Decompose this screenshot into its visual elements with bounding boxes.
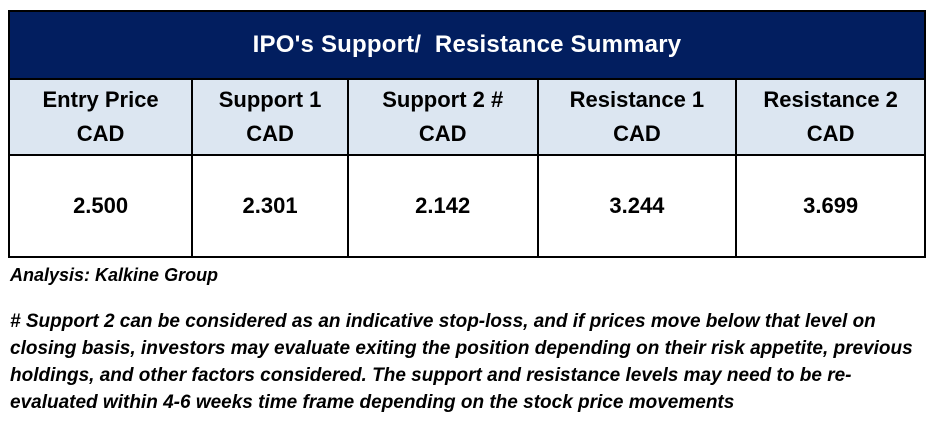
support-2-footnote: # Support 2 can be considered as an indi… (10, 308, 931, 416)
resistance-2-value: 3.699 (735, 154, 926, 258)
resistance-1-value: 3.244 (536, 154, 738, 258)
column-header-resistance-1: Resistance 1 CAD (536, 78, 738, 156)
support-resistance-table: IPO's Support/ Resistance Summary Entry … (7, 10, 926, 258)
footnote-line: closing basis, investors may evaluate ex… (10, 338, 913, 359)
table-value-row: 2.500 2.301 2.142 3.244 3.699 (7, 154, 926, 258)
column-header-unit: CAD (418, 121, 467, 146)
column-header-support-1: Support 1 CAD (191, 78, 349, 156)
support-2-value: 2.142 (346, 154, 539, 258)
column-header-label: Entry Price (42, 87, 159, 112)
column-header-label: Resistance 2 (763, 87, 898, 112)
column-header-resistance-2: Resistance 2 CAD (735, 78, 926, 156)
column-header-unit: CAD (613, 121, 661, 146)
column-header-entry-price: Entry Price CAD (7, 78, 194, 156)
footnote-line: evaluated within 4-6 weeks time frame de… (10, 392, 735, 413)
column-header-support-2: Support 2 # CAD (346, 78, 539, 156)
table-title: IPO's Support/ Resistance Summary (8, 10, 926, 80)
column-header-unit: CAD (806, 121, 855, 146)
column-header-label: Resistance 1 (569, 87, 705, 112)
footnote-line: # Support 2 can be considered as an indi… (10, 311, 876, 332)
column-header-unit: CAD (76, 121, 125, 146)
column-header-label: Support 1 (218, 87, 322, 112)
column-header-unit: CAD (246, 121, 294, 146)
page: IPO's Support/ Resistance Summary Entry … (0, 10, 941, 430)
table-header-row: Entry Price CAD Support 1 CAD Support 2 … (7, 78, 926, 156)
analysis-source-caption: Analysis: Kalkine Group (10, 265, 219, 285)
support-1-value: 2.301 (191, 154, 349, 258)
table-title-row: IPO's Support/ Resistance Summary (8, 10, 926, 80)
column-header-label: Support 2 # (382, 87, 504, 112)
footnote-line: holdings, and other factors considered. … (10, 365, 852, 386)
entry-price-value: 2.500 (7, 154, 194, 258)
